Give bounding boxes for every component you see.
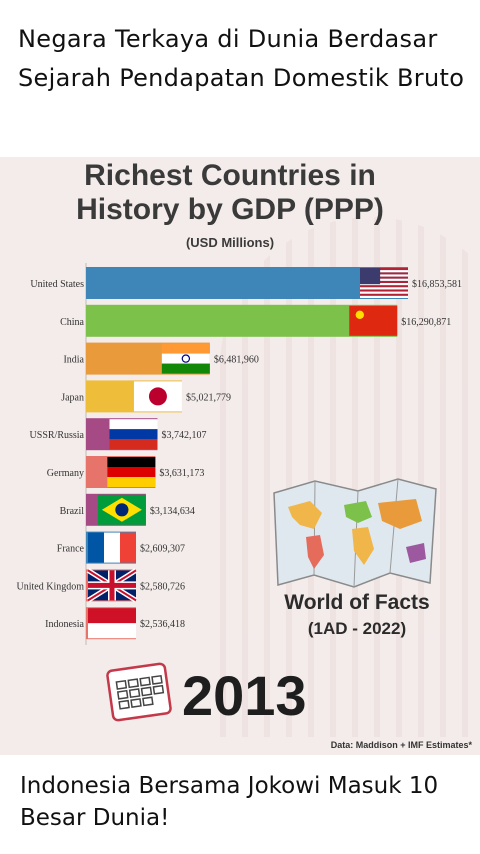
bottom-caption: Indonesia Bersama Jokowi Masuk 10 Besar … bbox=[20, 773, 439, 831]
bar-row: Brazil $3,134,634 bbox=[60, 493, 195, 526]
category-label: Brazil bbox=[60, 506, 85, 517]
bar-row: United Kingdom $2,580,726 bbox=[17, 568, 185, 603]
world-map-icon bbox=[273, 478, 437, 588]
bar-row: Japan $5,021,779 bbox=[61, 380, 231, 413]
value-label: $3,134,634 bbox=[150, 506, 195, 517]
top-caption: Negara Terkaya di Dunia Berdasar Sejarah… bbox=[18, 25, 465, 92]
value-label: $5,021,779 bbox=[186, 392, 231, 403]
category-label: China bbox=[60, 317, 84, 328]
bar-row: Germany $3,631,173 bbox=[47, 456, 204, 488]
category-label: United Kingdom bbox=[17, 581, 85, 592]
chart-title: Richest Countries in History by GDP (PPP… bbox=[76, 159, 384, 226]
category-label: France bbox=[57, 544, 85, 555]
source-note: Data: Maddison + IMF Estimates* bbox=[330, 740, 472, 750]
bar-row: India $6,481,960 bbox=[63, 342, 259, 375]
flag-icon-japan bbox=[133, 381, 182, 412]
flag-icon-russia bbox=[109, 419, 158, 450]
flag-icon-india bbox=[161, 343, 210, 374]
flag-icon-china bbox=[349, 305, 398, 336]
flag-icon-brazil bbox=[97, 494, 146, 525]
chart-subtitle: (USD Millions) bbox=[185, 235, 275, 250]
category-label: Japan bbox=[61, 392, 84, 403]
category-label: Germany bbox=[47, 468, 84, 479]
video-frame: Richest Countries in History by GDP (PPP… bbox=[0, 157, 480, 755]
value-label: $16,290,871 bbox=[401, 317, 451, 328]
brand-title: World of Facts bbox=[284, 591, 430, 614]
bar-chart: United States $16,853,581 China $16,290,871… bbox=[17, 263, 462, 645]
value-label: $2,536,418 bbox=[140, 619, 185, 630]
flag-icon-germany bbox=[107, 457, 156, 487]
bar bbox=[86, 267, 408, 299]
calendar-icon bbox=[106, 662, 172, 722]
bar-row: United States $16,853,581 bbox=[30, 267, 462, 299]
category-label: India bbox=[63, 355, 84, 366]
bar-row: China $16,290,871 bbox=[60, 304, 451, 337]
flag-icon-uk bbox=[86, 568, 138, 603]
value-label: $2,609,307 bbox=[140, 544, 185, 555]
value-label: $3,631,173 bbox=[159, 468, 204, 479]
brand-range: (1AD - 2022) bbox=[307, 619, 407, 638]
bar-row: USSR/Russia $3,742,107 bbox=[30, 418, 206, 451]
bar-row: France $2,609,307 bbox=[57, 531, 185, 564]
flag-icon-france bbox=[88, 532, 136, 563]
flag-icon-us bbox=[360, 268, 408, 298]
value-label: $16,853,581 bbox=[412, 279, 462, 290]
value-label: $6,481,960 bbox=[214, 355, 259, 366]
flag-icon-indonesia bbox=[88, 608, 136, 639]
bar bbox=[86, 304, 398, 337]
category-label: USSR/Russia bbox=[30, 430, 85, 441]
background-architecture bbox=[220, 217, 480, 737]
value-label: $2,580,726 bbox=[140, 581, 185, 592]
year-label: 2013 bbox=[182, 664, 307, 727]
bar-row: Indonesia $2,536,418 bbox=[45, 607, 185, 640]
value-label: $3,742,107 bbox=[161, 430, 206, 441]
category-label: United States bbox=[30, 279, 84, 290]
category-label: Indonesia bbox=[45, 619, 84, 630]
